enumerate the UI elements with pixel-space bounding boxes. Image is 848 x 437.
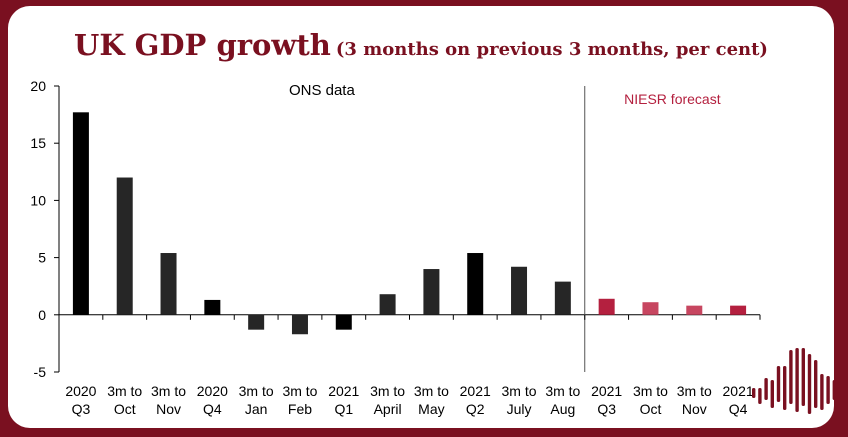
logo-bar <box>820 374 824 410</box>
x-label-line2: Nov <box>682 401 707 417</box>
x-label-line2: Jan <box>245 401 268 417</box>
bar-ons-6 <box>335 314 352 330</box>
bar-ons-1 <box>116 177 133 315</box>
chart-title: UK GDP growth <box>74 28 331 62</box>
bar-ons-2 <box>160 253 177 315</box>
x-label-line1: 2021 <box>723 383 754 399</box>
x-label-line1: 3m to <box>502 383 537 399</box>
x-label-line1: 3m to <box>151 383 186 399</box>
x-label-line2: Q3 <box>72 401 91 417</box>
logo-bar <box>814 360 818 408</box>
niesr-forecast-annotation: NIESR forecast <box>624 91 721 107</box>
x-label-line2: Q4 <box>203 401 222 417</box>
ons-data-annotation: ONS data <box>289 82 356 99</box>
x-label-line2: April <box>374 401 402 417</box>
x-label-line1: 3m to <box>282 383 317 399</box>
logo-bar <box>783 366 787 410</box>
x-label-line2: Feb <box>288 401 312 417</box>
y-tick-label: 10 <box>30 192 46 208</box>
bar-ons-5 <box>291 314 308 335</box>
x-label-line1: 2021 <box>460 383 491 399</box>
x-label-line1: 3m to <box>414 383 449 399</box>
y-tick-label: 5 <box>38 250 46 266</box>
bar-ons-4 <box>248 314 265 330</box>
chart-subtitle: (3 months on previous 3 months, per cent… <box>335 39 768 60</box>
x-label-line2: Oct <box>640 401 662 417</box>
bar-forecast-12 <box>598 298 615 315</box>
y-tick-label: -5 <box>34 364 47 380</box>
x-label-line1: 3m to <box>239 383 274 399</box>
bar-ons-8 <box>423 269 440 315</box>
bar-ons-3 <box>204 299 221 315</box>
x-label-line2: Q1 <box>334 401 353 417</box>
chart-card: UK GDP growth (3 months on previous 3 mo… <box>8 6 834 428</box>
logo-bar <box>770 380 774 408</box>
x-label-line2: Aug <box>550 401 575 417</box>
bar-forecast-13 <box>642 302 659 315</box>
x-label-line1: 2020 <box>65 383 96 399</box>
logo-bar <box>776 366 781 402</box>
logo-bar <box>752 388 756 398</box>
logo-bar <box>789 350 793 404</box>
logo-bar <box>795 348 799 412</box>
x-label-line1: 2020 <box>197 383 228 399</box>
x-label-line1: 2021 <box>591 383 622 399</box>
x-label-line2: Q3 <box>597 401 616 417</box>
logo-bar <box>801 348 805 406</box>
bar-forecast-14 <box>686 305 703 315</box>
x-label-line2: Nov <box>156 401 181 417</box>
logo-bar <box>764 378 768 400</box>
logo-bar <box>758 388 762 404</box>
logo-bar <box>832 380 836 400</box>
bar-ons-11 <box>554 281 571 315</box>
x-label-line1: 3m to <box>633 383 668 399</box>
bar-ons-9 <box>467 253 484 315</box>
bar-ons-0 <box>72 112 89 315</box>
logo-bar <box>826 376 830 404</box>
x-label-line1: 3m to <box>107 383 142 399</box>
bar-forecast-15 <box>730 305 747 315</box>
x-label-line2: July <box>507 401 532 417</box>
bar-ons-7 <box>379 294 396 315</box>
x-label-line1: 2021 <box>328 383 359 399</box>
y-tick-label: 20 <box>30 78 46 94</box>
x-label-line2: Q4 <box>729 401 748 417</box>
y-tick-label: 0 <box>38 307 46 323</box>
x-label-line2: Oct <box>114 401 136 417</box>
logo-bar <box>807 354 812 414</box>
x-label-line1: 3m to <box>370 383 405 399</box>
y-tick-label: 15 <box>30 135 46 151</box>
bar-ons-10 <box>511 266 528 315</box>
x-label-line1: 3m to <box>677 383 712 399</box>
x-label-line2: Q2 <box>466 401 485 417</box>
x-label-line2: May <box>418 401 444 417</box>
x-label-line1: 3m to <box>545 383 580 399</box>
chart-title-block: UK GDP growth (3 months on previous 3 mo… <box>8 28 834 62</box>
